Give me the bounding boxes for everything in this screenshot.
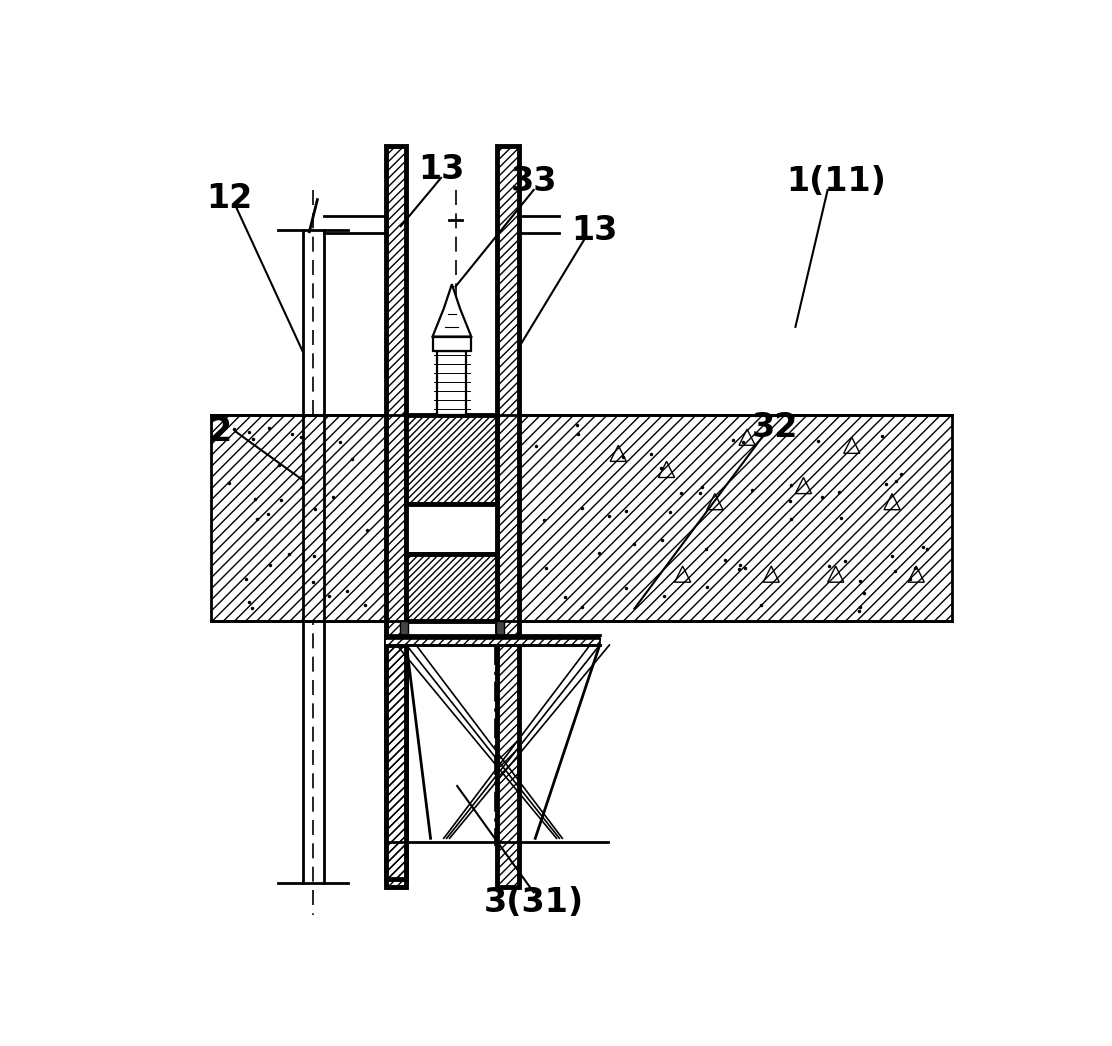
Text: 12: 12 [206, 182, 252, 214]
Bar [519, 415, 953, 621]
Bar [437, 351, 466, 415]
Bar [386, 145, 406, 887]
Bar [386, 145, 406, 887]
Bar [386, 645, 406, 879]
Text: 1(11): 1(11) [786, 165, 885, 199]
Polygon shape [433, 285, 471, 337]
Text: 13: 13 [570, 213, 617, 247]
Bar [433, 337, 471, 351]
Bar [406, 415, 497, 504]
Bar [406, 415, 497, 621]
Text: 2: 2 [208, 415, 231, 448]
Bar [406, 554, 497, 621]
Bar [497, 145, 519, 887]
Text: 13: 13 [418, 154, 464, 186]
Bar [211, 415, 386, 621]
Text: 32: 32 [752, 411, 798, 445]
Bar [386, 645, 406, 879]
Bar [497, 145, 519, 887]
Bar [406, 415, 497, 504]
Bar [400, 621, 408, 635]
Bar [406, 504, 497, 554]
Bar [519, 415, 953, 621]
Bar [385, 639, 599, 645]
Bar [406, 554, 497, 621]
Bar [496, 621, 504, 635]
Bar [211, 415, 386, 621]
Bar [406, 415, 497, 621]
Text: 33: 33 [510, 165, 557, 199]
Text: 3(31): 3(31) [484, 886, 584, 919]
Bar [385, 639, 599, 645]
Bar [385, 635, 599, 640]
